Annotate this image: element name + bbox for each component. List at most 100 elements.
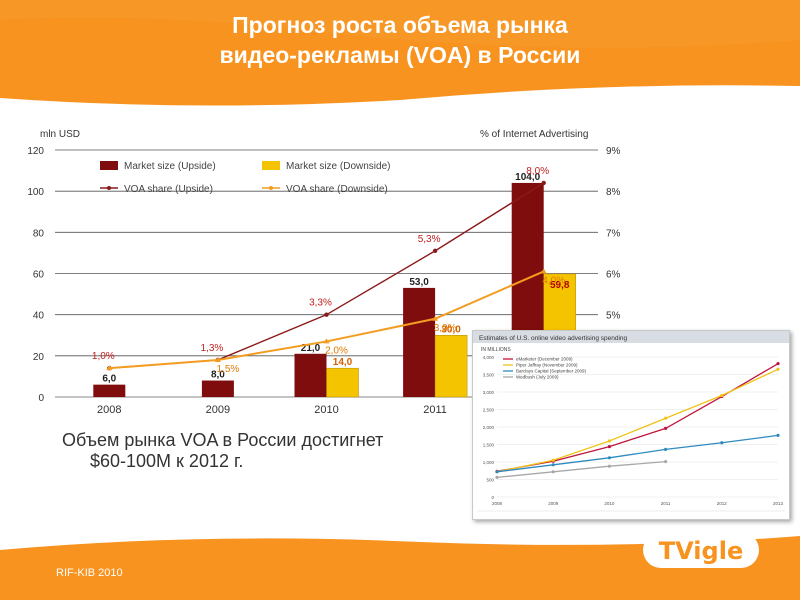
- x-tick-label: 2009: [206, 404, 230, 416]
- inset-y-label: IN MILLIONS: [481, 347, 511, 353]
- inset-series-point: [607, 464, 611, 468]
- legend-label: Market size (Upside): [124, 161, 216, 172]
- inset-series-line: [496, 434, 779, 473]
- bar-downside-label: 14,0: [333, 357, 353, 368]
- legend-label: Market size (Downside): [286, 161, 390, 172]
- inset-series-point: [551, 458, 555, 462]
- inset-x-tick: 2009: [548, 501, 559, 506]
- legend-marker: [269, 186, 273, 190]
- point-voa-downside: [323, 338, 330, 344]
- voa-upside-label: 8,0%: [526, 166, 549, 177]
- inset-x-tick: 2013: [773, 501, 784, 506]
- inset-series-point: [720, 393, 724, 398]
- inset-series-line: [496, 363, 779, 472]
- us-spending-chart: Estimates of U.S. online video advertisi…: [473, 331, 789, 512]
- title-line-2: видео-рекламы (VOA) в России: [219, 42, 581, 68]
- inset-series-point: [664, 447, 668, 451]
- inset-series-point: [664, 426, 668, 430]
- page-title: Прогноз роста объема рынка видео-рекламы…: [0, 10, 800, 70]
- inset-y-tick: 3,500: [483, 373, 495, 378]
- voa-downside-label: 2,0%: [325, 345, 348, 356]
- us-spending-inset: Estimates of U.S. online video advertisi…: [472, 330, 790, 520]
- inset-legend-label: Piper Jaffray (November 2009): [516, 363, 578, 368]
- legend-swatch: [100, 161, 118, 170]
- point-voa-downside: [214, 356, 221, 362]
- inset-series-point: [607, 456, 611, 460]
- legend-label: VOA share (Downside): [286, 184, 388, 195]
- y2-tick-label: 7%: [606, 228, 621, 239]
- y-tick-label: 120: [27, 146, 44, 157]
- caption-line-1: Объем рынка VOA в России достигнет: [62, 430, 384, 450]
- point-voa-downside: [432, 315, 439, 321]
- header-wave: [0, 0, 800, 106]
- voa-downside-label: 4,0%: [542, 275, 565, 286]
- bar-downside-label: 30,0: [441, 324, 461, 335]
- y-tick-label: 80: [33, 228, 45, 239]
- voa-downside-label: 3,0%: [434, 323, 457, 334]
- bar-upside-label: 21,0: [301, 343, 321, 354]
- inset-x-tick: 2012: [717, 501, 728, 506]
- inset-series-point: [495, 470, 499, 474]
- point-voa-upside: [324, 312, 329, 317]
- inset-series-point: [664, 416, 668, 420]
- voa-upside-label: 3,3%: [309, 298, 332, 309]
- voa-downside-label: 1,5%: [217, 364, 240, 375]
- inset-y-tick: 4,000: [483, 355, 495, 360]
- inset-series-line: [496, 461, 666, 479]
- y-axis-label: mln USD: [40, 129, 80, 140]
- bar-upside-label: 8,0: [211, 370, 225, 381]
- bar-upside-label: 53,0: [409, 277, 429, 288]
- y2-axis-label: % of Internet Advertising: [480, 129, 588, 140]
- y2-tick-label: 9%: [606, 146, 621, 157]
- y-tick-label: 20: [33, 352, 45, 363]
- inset-series-point: [607, 439, 611, 443]
- bar-upside: [201, 380, 234, 397]
- y2-tick-label: 5%: [606, 311, 621, 322]
- bar-upside-label: 6,0: [102, 374, 116, 385]
- inset-y-tick: 3,000: [483, 390, 495, 395]
- inset-title-bar: [473, 331, 789, 343]
- caption: Объем рынка VOA в России достигнет $60-1…: [62, 430, 383, 472]
- y-tick-label: 60: [33, 270, 45, 281]
- inset-legend-label: eMarketer (December 2009): [516, 357, 573, 362]
- voa-upside-label: 5,3%: [418, 234, 441, 245]
- inset-series-point: [495, 475, 499, 479]
- legend-swatch: [262, 161, 280, 170]
- inset-legend-label: Barclays Capital (September 2009): [516, 369, 587, 374]
- inset-y-tick: 1,000: [483, 460, 495, 465]
- tvigle-logo: TVigle: [641, 528, 761, 572]
- inset-series-point: [551, 463, 555, 467]
- inset-legend-label: Wedbush (July 2009): [516, 375, 559, 380]
- logo-text: TVigle: [659, 537, 743, 565]
- voa-upside-label: 1,3%: [201, 343, 224, 354]
- y2-tick-label: 6%: [606, 270, 621, 281]
- y2-tick-label: 8%: [606, 187, 621, 198]
- inset-series-point: [607, 445, 611, 449]
- bar-downside: [434, 335, 468, 398]
- voa-upside-label: 1,0%: [92, 351, 115, 362]
- point-voa-downside: [540, 268, 547, 274]
- inset-series-point: [776, 362, 780, 366]
- x-tick-label: 2008: [97, 404, 121, 416]
- footer-band: [0, 520, 800, 600]
- header-band: [0, 0, 800, 110]
- inset-y-tick: 2,500: [483, 408, 495, 413]
- legend-label: VOA share (Upside): [124, 184, 213, 195]
- inset-series-point: [551, 470, 555, 474]
- point-voa-upside: [541, 180, 546, 186]
- footer-wave: [0, 536, 800, 600]
- bar-upside-label: 104,0: [515, 172, 540, 183]
- inset-series-point: [664, 460, 668, 464]
- inset-title: Estimates of U.S. online video advertisi…: [479, 335, 628, 342]
- inset-y-tick: 0: [491, 495, 494, 500]
- title-line-1: Прогноз роста объема рынка: [232, 12, 568, 38]
- point-voa-downside: [106, 365, 113, 371]
- caption-line-2: $60-100М к 2012 г.: [90, 451, 244, 471]
- y-tick-label: 0: [38, 393, 44, 404]
- x-tick-label: 2011: [423, 404, 447, 416]
- footer-label: RIF-KIB 2010: [56, 567, 123, 579]
- bar-upside: [93, 384, 126, 397]
- inset-x-tick: 2008: [492, 501, 503, 506]
- inset-series-point: [720, 441, 724, 445]
- inset-series-line: [496, 368, 779, 473]
